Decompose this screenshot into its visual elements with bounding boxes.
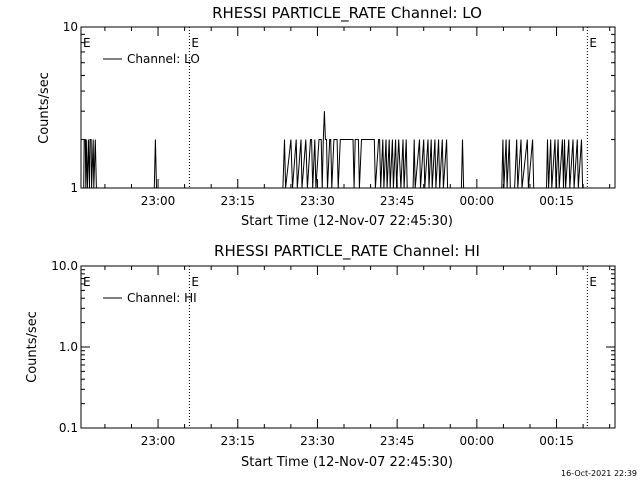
y-tick-label: 1.0: [59, 340, 78, 354]
plot-frame: [80, 26, 616, 189]
y-axis-label: Counts/sec: [25, 311, 40, 383]
x-tick-label: 23:00: [141, 434, 176, 448]
hi-channel-chart: RHESSI PARTICLE_RATE Channel: HI Counts/…: [25, 242, 616, 470]
series-line: [546, 139, 586, 189]
eclipse-marker: E: [83, 36, 91, 50]
eclipse-marker: E: [191, 36, 199, 50]
y-tick-label: 0.1: [59, 421, 78, 435]
x-tick-label: 23:15: [220, 434, 255, 448]
x-tick-label: 23:00: [141, 194, 176, 208]
series-line: [153, 139, 158, 189]
legend-label: Channel: HI: [127, 291, 197, 305]
x-tick-label: 00:00: [460, 434, 495, 448]
y-tick-label: 10.0: [51, 259, 78, 273]
footer-timestamp: 16-Oct-2021 22:39: [561, 469, 637, 478]
legend-label: Channel: LO: [127, 52, 200, 66]
x-tick-label: 23:45: [380, 434, 415, 448]
x-tick-label: 23:30: [300, 194, 335, 208]
chart-title: RHESSI PARTICLE_RATE Channel: HI: [214, 242, 480, 261]
legend: Channel: LO: [103, 52, 200, 66]
x-tick-label: 23:45: [380, 194, 415, 208]
x-axis-label: Start Time (12-Nov-07 22:45:30): [241, 214, 453, 229]
legend: Channel: HI: [103, 291, 197, 305]
data-marks: 23:00 23:15 23:30 23:45 00:00 00:15 0.1 1.0 10.0…: [51, 259, 615, 448]
y-tick-label: 1: [70, 181, 78, 195]
eclipse-marker: E: [83, 275, 91, 289]
series-line: [501, 139, 541, 189]
eclipse-marker: E: [589, 36, 597, 50]
series-line: [282, 111, 411, 189]
x-tick-label: 23:30: [300, 434, 335, 448]
x-tick-label: 23:15: [220, 194, 255, 208]
series-line: [83, 139, 98, 189]
x-tick-label: 00:00: [460, 194, 495, 208]
y-tick-label: 10: [63, 20, 78, 34]
data-marks: 23:00 23:15 23:30 23:45 00:00 00:15 1 10 E E E: [63, 20, 615, 208]
series-line: [412, 139, 451, 189]
x-tick-label: 00:15: [539, 434, 574, 448]
x-tick-label: 00:15: [539, 194, 574, 208]
lo-channel-chart: RHESSI PARTICLE_RATE Channel: LO Counts/…: [37, 4, 616, 229]
x-axis-label: Start Time (12-Nov-07 22:45:30): [241, 455, 453, 470]
eclipse-marker: E: [589, 275, 597, 289]
y-axis-label: Counts/sec: [37, 72, 52, 144]
eclipse-marker: E: [191, 275, 199, 289]
chart-title: RHESSI PARTICLE_RATE Channel: LO: [212, 4, 482, 23]
series-line: [460, 139, 472, 189]
